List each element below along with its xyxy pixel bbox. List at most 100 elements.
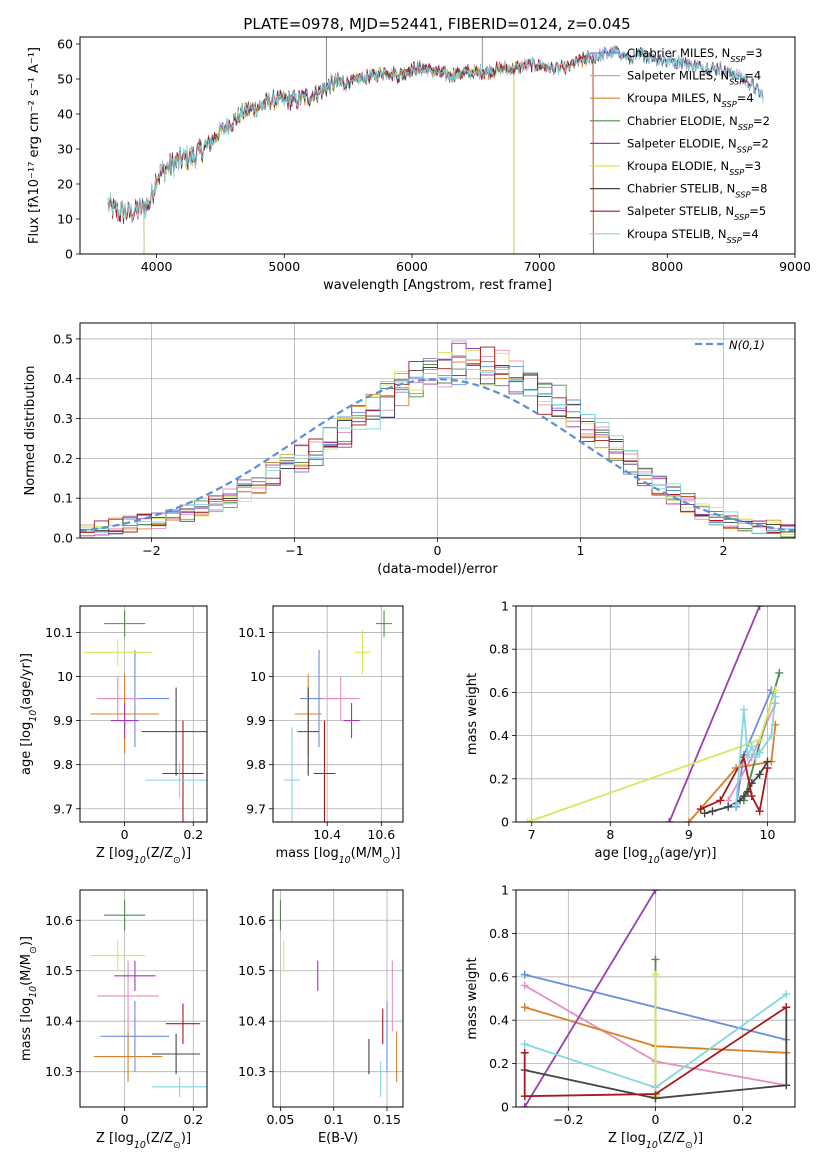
weight-marker (739, 792, 748, 801)
y-axis-label: age [log10(age/yr)] (19, 653, 39, 775)
y-tick-label: 0.2 (489, 771, 509, 786)
residuals-plot-area (80, 340, 795, 538)
legend-entry-kroupa_stelib: Kroupa STELIB, NSSP=4 (627, 227, 759, 245)
weight-marker (767, 731, 776, 740)
errorbar-kroupa_elodie (90, 940, 146, 971)
x-tick-label: 0 (121, 1112, 129, 1127)
x-tick-label: 8000 (651, 259, 683, 274)
x-axis-label: Z [log10(Z/Z⊙)] (96, 1131, 191, 1151)
weight-marker (755, 606, 764, 610)
weight_vs_age-plot-area (523, 606, 784, 822)
y-tick-label: 0.3 (53, 411, 73, 426)
x-tick-label: 5000 (268, 259, 300, 274)
weight-marker (763, 764, 772, 772)
y-tick-label: 10.1 (45, 625, 73, 640)
mass_vs_ebv-plot-area (279, 900, 398, 1097)
y-tick-label: 10.4 (238, 1014, 266, 1029)
weight-marker (747, 792, 756, 801)
spectrum-panel: 4000 5000 6000 7000 8000 9000 0 10 20 30 40 50 60 wav… (27, 36, 811, 293)
mass_vs_ebv-frame (272, 889, 404, 1108)
errorbar-salpeter_elodie (343, 702, 360, 739)
y-tick-label: 10.6 (238, 913, 266, 928)
y-tick-label: 9.9 (53, 713, 73, 728)
y-tick-label: 10.3 (238, 1064, 266, 1079)
age_vs_z-frame (79, 605, 208, 823)
spectrum-series-kroupa_elodie (143, 61, 515, 254)
y-tick-label: 10.6 (45, 913, 73, 928)
errorbar-salpeter_miles (97, 676, 139, 721)
errorbar-chabrier_stelib (297, 687, 320, 776)
x-axis-label: wavelength [Angstrom, rest frame] (323, 278, 552, 293)
weight_vs_z-panel: −0.2 0 0.2 0 0.2 0.4 0.6 0.8 1 Z [log10(Z/Z⊙)] mas… (465, 883, 796, 1151)
weight-marker (651, 1083, 660, 1092)
histogram-kroupa_stelib (80, 354, 795, 538)
weight-marker (755, 735, 764, 744)
weight-series-salpeter_elodie (520, 890, 660, 1107)
y-tick-label: 0 (501, 1100, 509, 1115)
y-tick-label: 0.5 (53, 331, 73, 346)
y-tick-label: 10.4 (45, 1014, 73, 1029)
x-tick-label: −1 (285, 543, 303, 558)
weight-marker (665, 818, 674, 822)
spectrum-legend: Chabrier MILES, NSSP=3 Salpeter MILES, NS… (590, 46, 770, 245)
x-axis-label: Z [log10(Z/Z⊙)] (608, 1131, 703, 1151)
errorbar-kroupa_elodie (354, 630, 371, 675)
errorbar-salpeter_stelib (162, 720, 204, 822)
y-tick-label: 9.8 (246, 757, 266, 772)
x-tick-label: 4000 (141, 259, 173, 274)
y-tick-label: 0.4 (489, 1013, 509, 1028)
x-tick-label: −0.2 (553, 1112, 583, 1127)
weight-marker (782, 1003, 791, 1012)
y-tick-label: 50 (57, 72, 73, 87)
x-tick-label: 0.2 (183, 827, 203, 842)
weight-marker (520, 1003, 529, 1012)
spectrum-series-kroupa_stelib (107, 45, 764, 223)
y-tick-label: 20 (57, 177, 73, 192)
x-tick-label: 0 (652, 1112, 660, 1127)
weight-marker (520, 970, 529, 979)
weight-marker (747, 742, 756, 751)
legend-entry-chabrier_elodie: Chabrier ELODIE, NSSP=2 (627, 114, 770, 132)
weight-marker (520, 1103, 529, 1107)
y-tick-label: 0.4 (489, 728, 509, 743)
age_vs_z-panel: 0 0.2 9.7 9.8 9.9 10 10.1 Z [log10(Z/Z⊙)] age [l… (19, 605, 208, 866)
legend-entry-chabrier_stelib: Chabrier STELIB, NSSP=8 (627, 182, 767, 200)
y-tick-label: 9.9 (246, 713, 266, 728)
y-tick-label: 0 (65, 247, 73, 262)
weight-marker (724, 802, 733, 811)
residuals-panel: −2 −1 0 1 2 0.0 0.1 0.2 0.3 0.4 0.5 (data-model)/er… (23, 322, 796, 577)
y-tick-label: 0.1 (53, 491, 73, 506)
x-tick-label: 7000 (524, 259, 556, 274)
x-tick-label: 10.6 (367, 827, 395, 842)
errorbar-chabrier_elodie (375, 610, 393, 637)
errorbar-kroupa_stelib (283, 727, 301, 822)
legend-entry-salpeter_elodie: Salpeter ELODIE, NSSP=2 (627, 136, 769, 154)
weight-series-chabrier_miles (732, 686, 776, 811)
weight_vs_age-panel: 7 8 9 10 0 0.2 0.4 0.6 0.8 1 age [log10(age/yr)] ma… (465, 599, 796, 866)
weight-marker (771, 692, 780, 701)
weight-marker (743, 753, 752, 762)
weight-series-salpeter_elodie (665, 606, 764, 822)
x-tick-label: 0.2 (183, 1112, 203, 1127)
spectrum-series-chabrier_elodie (143, 61, 515, 254)
y-tick-label: 0.0 (53, 531, 73, 546)
y-tick-label: 0.8 (489, 926, 509, 941)
weight-marker (755, 770, 764, 779)
x-tick-label: 9 (685, 827, 693, 842)
errorbar-chabrier_miles (100, 1001, 170, 1072)
y-tick-label: 10 (57, 212, 73, 227)
legend-entry-chabrier_miles: Chabrier MILES, NSSP=3 (627, 46, 762, 64)
y-tick-label: 1 (501, 599, 509, 614)
y-tick-label: 0.4 (53, 371, 73, 386)
weight-marker (520, 981, 529, 990)
y-tick-label: 40 (57, 107, 73, 122)
x-tick-label: 0 (434, 543, 442, 558)
mass_vs_z-plot-area (90, 900, 207, 1097)
y-axis-label: Normed distribution (23, 366, 38, 496)
weight-marker (651, 955, 660, 964)
weight-series-kroupa_elodie (523, 686, 780, 822)
y-tick-label: 10.5 (238, 963, 266, 978)
x-tick-label: 10.4 (313, 827, 341, 842)
legend-entry-normal: N(0,1) (729, 338, 765, 352)
